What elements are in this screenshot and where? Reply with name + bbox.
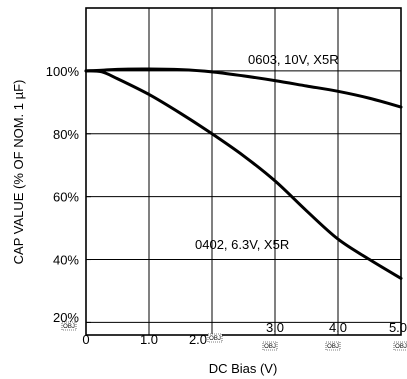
x-tick-label: 5.0 bbox=[389, 320, 407, 335]
x-tick-label: 4.0 bbox=[329, 320, 347, 335]
series-label: 0402, 6.3V, X5R bbox=[195, 237, 289, 252]
placeholder-label: OBJ bbox=[264, 344, 276, 350]
placeholder-label: OBJ bbox=[209, 336, 221, 342]
x-tick-label: 3.0 bbox=[266, 320, 284, 335]
x-tick-label: 2.0 bbox=[189, 332, 207, 347]
x-tick-label: 1.0 bbox=[140, 332, 158, 347]
y-tick-label: 60% bbox=[53, 190, 79, 205]
grid-lines bbox=[86, 8, 401, 335]
y-tick-label: 80% bbox=[53, 127, 79, 142]
x-tick-label: 0 bbox=[82, 332, 89, 347]
x-axis-label: DC Bias (V) bbox=[209, 361, 278, 376]
placeholder-label: OBJ bbox=[395, 344, 407, 350]
plot-frame bbox=[86, 8, 401, 335]
placeholder-label: OBJ bbox=[327, 344, 339, 350]
series-label: 0603, 10V, X5R bbox=[248, 52, 339, 67]
y-tick-label: 40% bbox=[53, 253, 79, 268]
axis-labels: 20%40%60%80%100%0 1.0 2.03.0 4.0 5.0OBJOBJOB… bbox=[46, 52, 407, 350]
y-tick-label: 100% bbox=[46, 64, 80, 79]
placeholder-label: OBJ bbox=[63, 324, 75, 330]
y-axis-label: CAP VALUE (% OF NOM. 1 µF) bbox=[11, 80, 26, 265]
